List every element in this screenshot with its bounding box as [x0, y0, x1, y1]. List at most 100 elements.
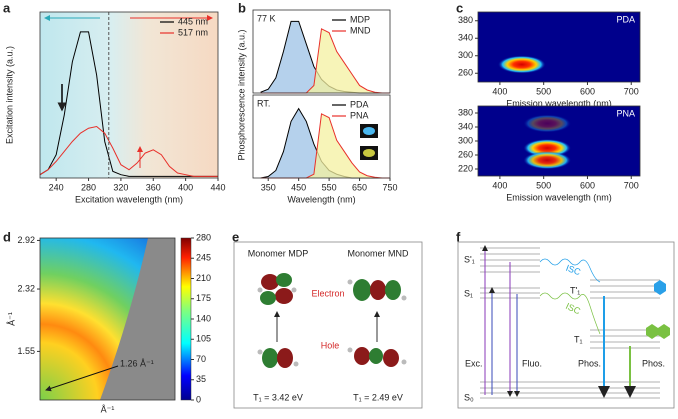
- energy-label: T₁ = 3.42 eV: [253, 392, 303, 402]
- x-tick-label: 650: [352, 182, 367, 192]
- x-tick-label: 600: [580, 180, 595, 190]
- x-tick-label: 500: [536, 86, 551, 96]
- panel-e: Monomer MDP Monomer MND Electron Hole T₁…: [233, 241, 423, 409]
- y-tick-label: 1.55: [17, 346, 35, 356]
- ring-label: 1.26 Å⁻¹: [120, 358, 154, 368]
- panel-letter: b: [238, 0, 246, 15]
- legend-label: 445 nm: [178, 16, 208, 26]
- x-tick-label: 350: [261, 182, 276, 192]
- orbital-label: Electron: [311, 288, 344, 298]
- x-axis-label: Emission wavelength (nm): [506, 192, 612, 202]
- isc-wave: [539, 292, 601, 335]
- x-tick-label: 400: [492, 86, 507, 96]
- isc-wave: [539, 258, 601, 283]
- y-tick-label: 220: [458, 163, 473, 173]
- heatmap-spot: [523, 114, 572, 133]
- plot-frame: [39, 11, 219, 179]
- colorbar-tick-label: 0: [196, 394, 201, 404]
- energy-label: T₁ = 2.49 eV: [353, 392, 403, 402]
- x-tick-label: 280: [81, 182, 96, 192]
- level-label: S₀: [464, 392, 474, 402]
- x-axis-label: Wavelength (nm): [287, 194, 355, 204]
- panel-letter: d: [3, 229, 11, 244]
- x-tick-label: 360: [146, 182, 161, 192]
- colorbar-tick-label: 70: [196, 354, 206, 364]
- colorbar-tick-label: 35: [196, 374, 206, 384]
- legend-label: PDA: [350, 99, 369, 109]
- x-axis-label: Emission wavelength (nm): [506, 98, 612, 108]
- colorbar-tick-label: 245: [196, 253, 211, 263]
- detector-shadow: [100, 238, 175, 400]
- y-tick-label: 340: [458, 33, 473, 43]
- transition-label: Fluo.: [522, 358, 542, 368]
- legend-label: 517 nm: [178, 27, 208, 37]
- x-tick-label: 500: [536, 180, 551, 190]
- area: [260, 108, 390, 178]
- area: [260, 28, 390, 94]
- colorbar-tick-label: 280: [196, 232, 211, 242]
- sample-label: PNA: [616, 108, 635, 118]
- y-tick-label: 300: [458, 135, 473, 145]
- y-tick-label: 2.92: [17, 235, 35, 245]
- transition-label: Exc.: [465, 358, 483, 368]
- x-tick-label: 240: [49, 182, 64, 192]
- area: [260, 113, 390, 178]
- x-tick-label: 700: [624, 180, 639, 190]
- x-tick-label: 450: [291, 182, 306, 192]
- heatmap-spot: [497, 55, 546, 74]
- legend-label: MND: [350, 25, 371, 35]
- panel-letter: a: [3, 0, 11, 15]
- panel-box: [233, 241, 423, 409]
- x-tick-label: 550: [322, 182, 337, 192]
- ring-arrow: [45, 365, 119, 392]
- colorbar-tick-label: 175: [196, 293, 211, 303]
- x-tick-label: 700: [624, 86, 639, 96]
- orbital-label: Hole: [321, 340, 340, 350]
- level-label: T₁: [574, 334, 583, 344]
- level-label: S'₁: [464, 254, 475, 264]
- orbital-lumo-mnd: [347, 279, 407, 301]
- y-axis-label: Excitation intensity (a.u.): [4, 46, 14, 144]
- legend-label: MDP: [350, 14, 370, 24]
- y-tick-label: 260: [458, 68, 473, 78]
- transition-label: Phos.: [642, 358, 665, 368]
- plot-frame: [39, 237, 176, 401]
- legend-label: PNA: [350, 110, 369, 120]
- y-axis-label: Phosphorescence intensity (a.u.): [236, 29, 246, 160]
- x-tick-label: 600: [580, 86, 595, 96]
- line: [39, 31, 218, 177]
- y-tick-label: 380: [458, 107, 473, 117]
- sample-label: PDA: [616, 14, 635, 24]
- isc-label: ISC: [565, 263, 583, 278]
- condition-label: 77 K: [257, 13, 276, 23]
- panel-box: [457, 241, 675, 409]
- condition-label: RT.: [257, 98, 270, 108]
- colorbar-tick-label: 140: [196, 313, 211, 323]
- area: [260, 21, 390, 93]
- level-label: S₁: [464, 288, 473, 298]
- panel-a-background: [40, 12, 218, 178]
- y-tick-label: 2.32: [17, 283, 35, 293]
- x-tick-label: 320: [113, 182, 128, 192]
- heatmap-spot: [523, 151, 572, 170]
- orbital-lumo-mdp: [257, 273, 297, 305]
- colorbar-tick-label: 105: [196, 334, 211, 344]
- panel-f: [457, 241, 675, 409]
- colorbar-tick-label: 210: [196, 273, 211, 283]
- y-tick-label: 260: [458, 149, 473, 159]
- transition-label: Phos.: [578, 358, 601, 368]
- inset-sample: [363, 149, 375, 157]
- panel-letter: e: [232, 229, 239, 244]
- plot-frame: [477, 11, 641, 83]
- x-tick-label: 750: [382, 182, 397, 192]
- molecule-icon: [654, 280, 666, 295]
- colorbar: [180, 237, 192, 401]
- molecule-title: Monomer MDP: [248, 248, 309, 258]
- line: [39, 126, 218, 177]
- plot-frame: [252, 9, 391, 94]
- plot-frame: [252, 94, 391, 179]
- x-tick-label: 440: [210, 182, 225, 192]
- y-tick-label: 340: [458, 121, 473, 131]
- inset-sample: [363, 127, 375, 135]
